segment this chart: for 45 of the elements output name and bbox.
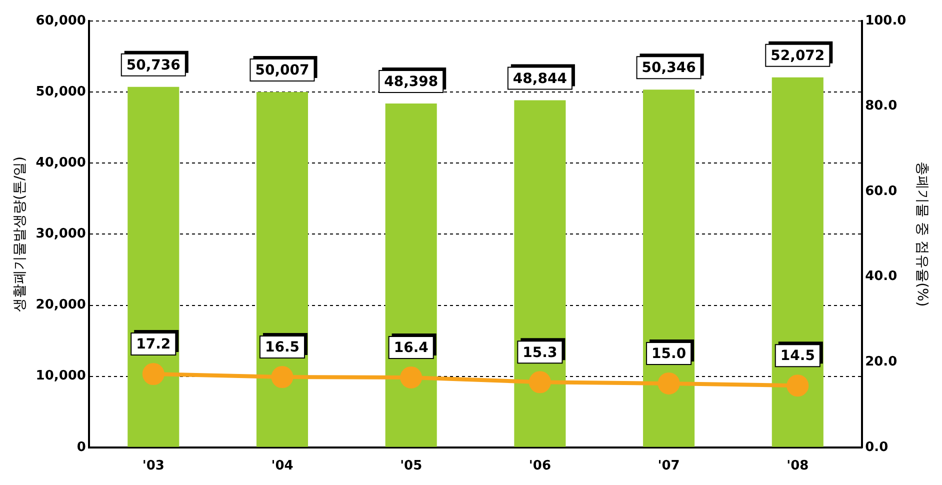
y-tick-label: 60,000 xyxy=(36,13,86,28)
point xyxy=(271,366,294,388)
y2-tick-label: 0.0 xyxy=(865,440,888,455)
data-label: 15.0 xyxy=(652,346,686,362)
data-label: 16.4 xyxy=(394,340,429,356)
bar xyxy=(385,103,437,447)
y-tick-label: 0 xyxy=(76,440,86,455)
y2-tick-label: 60.0 xyxy=(865,184,898,199)
x-tick-label: '04 xyxy=(271,458,294,474)
bar xyxy=(514,100,566,447)
point xyxy=(400,366,422,388)
bar xyxy=(772,77,824,447)
data-label: 48,398 xyxy=(384,74,438,90)
data-label: 16.5 xyxy=(264,340,300,356)
data-label: 50,736 xyxy=(126,57,180,74)
x-tick-label: '06 xyxy=(528,458,551,474)
y-tick-label: 20,000 xyxy=(36,298,86,313)
y2-tick-label: 20.0 xyxy=(865,354,898,370)
point xyxy=(142,363,164,386)
data-label: 15.3 xyxy=(522,344,558,361)
x-tick-label: '07 xyxy=(658,458,680,474)
data-label: 52,072 xyxy=(770,48,825,64)
bar xyxy=(128,86,180,447)
y-tick-label: 40,000 xyxy=(36,156,86,171)
data-label: 48,844 xyxy=(512,70,568,87)
y2-tick-label: 100.0 xyxy=(865,13,906,28)
data-label: 50,007 xyxy=(255,62,310,79)
bar xyxy=(643,90,695,447)
x-tick-label: '03 xyxy=(142,458,164,474)
data-label: 17.2 xyxy=(136,336,171,353)
y-axis-title: 생활폐기물발생량(톤/일) xyxy=(12,156,28,312)
point xyxy=(528,371,551,394)
x-tick-label: '05 xyxy=(400,458,422,474)
y2-axis-title: 총폐기물 중 점유율(%) xyxy=(914,162,930,307)
y-tick-label: 10,000 xyxy=(36,368,86,384)
bar xyxy=(256,92,308,447)
y2-tick-label: 40.0 xyxy=(865,269,898,284)
point xyxy=(658,372,680,394)
y-tick-label: 50,000 xyxy=(36,84,86,100)
data-label: 50,346 xyxy=(642,60,696,76)
x-tick-label: '08 xyxy=(786,458,809,474)
y-tick-label: 30,000 xyxy=(36,226,86,242)
point xyxy=(786,374,809,397)
data-label: 14.5 xyxy=(780,348,815,364)
y2-tick-label: 80.0 xyxy=(865,98,898,114)
